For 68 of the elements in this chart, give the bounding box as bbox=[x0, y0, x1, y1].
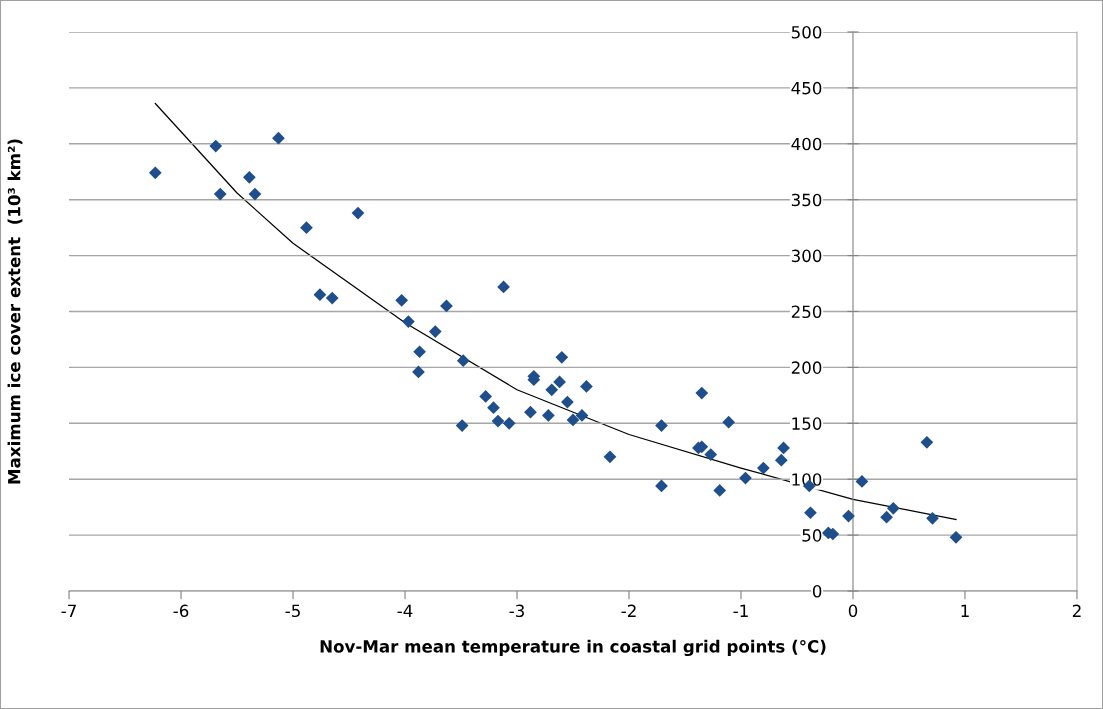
y-tick-label: 500 bbox=[791, 25, 822, 39]
point bbox=[695, 386, 709, 400]
x-tick-label: -7 bbox=[61, 604, 76, 617]
point bbox=[395, 293, 409, 307]
point bbox=[804, 506, 817, 520]
point bbox=[491, 414, 505, 428]
y-tick-label: 50 bbox=[802, 529, 822, 542]
point bbox=[655, 419, 668, 432]
point bbox=[542, 409, 555, 422]
x-tick-label: -5 bbox=[285, 604, 300, 618]
point bbox=[886, 501, 900, 515]
point bbox=[351, 206, 365, 220]
point bbox=[497, 280, 510, 294]
y-axis-title: Maximum ice cover extent (10³ km²) bbox=[7, 139, 23, 484]
y-tick-label: 250 bbox=[791, 305, 822, 319]
point bbox=[242, 170, 256, 184]
point bbox=[479, 390, 493, 403]
point bbox=[561, 395, 574, 409]
point bbox=[545, 383, 559, 397]
x-tick-label: 0 bbox=[848, 604, 858, 618]
point bbox=[248, 187, 262, 201]
y-tick-label: 150 bbox=[792, 417, 822, 430]
point bbox=[487, 401, 500, 415]
point bbox=[926, 511, 939, 525]
x-tick-label: -2 bbox=[621, 604, 636, 617]
point bbox=[440, 299, 453, 313]
point bbox=[455, 419, 469, 432]
point bbox=[566, 413, 580, 427]
point bbox=[603, 450, 617, 464]
point bbox=[213, 187, 227, 201]
y-tick-label: 300 bbox=[791, 249, 822, 263]
y-tick-label: 200 bbox=[791, 361, 822, 374]
y-tick-label: 450 bbox=[791, 81, 822, 95]
point bbox=[777, 441, 790, 455]
point bbox=[413, 345, 426, 359]
point bbox=[325, 291, 339, 305]
point bbox=[412, 365, 425, 379]
y-tick-label: 350 bbox=[791, 193, 822, 207]
point bbox=[456, 354, 470, 368]
point bbox=[757, 461, 770, 475]
point bbox=[920, 435, 934, 449]
y-tick-label: 0 bbox=[812, 584, 822, 598]
x-axis-title: Nov-Mar mean temperature in coastal grid points (°C) bbox=[320, 639, 826, 657]
x-tick-label: -1 bbox=[733, 604, 748, 617]
point bbox=[555, 350, 569, 364]
point bbox=[704, 448, 718, 461]
point bbox=[722, 415, 736, 429]
point bbox=[713, 484, 727, 497]
point bbox=[580, 380, 593, 393]
x-tick-label: 1 bbox=[961, 604, 969, 617]
x-tick-label: -6 bbox=[173, 604, 189, 618]
line-series bbox=[154, 102, 957, 521]
point bbox=[524, 405, 537, 419]
point bbox=[428, 325, 442, 338]
y-tick-label: 400 bbox=[791, 137, 822, 151]
point bbox=[272, 131, 285, 145]
point bbox=[949, 530, 963, 544]
x-tick-label: -4 bbox=[397, 604, 413, 617]
x-tick-label: 2 bbox=[1072, 604, 1081, 617]
point bbox=[313, 288, 327, 302]
point bbox=[502, 416, 516, 430]
point bbox=[880, 510, 893, 524]
point bbox=[402, 315, 415, 328]
point bbox=[300, 221, 313, 235]
point bbox=[209, 139, 223, 153]
point bbox=[774, 453, 788, 467]
x-tick-label: -3 bbox=[509, 604, 524, 618]
point bbox=[148, 166, 162, 180]
